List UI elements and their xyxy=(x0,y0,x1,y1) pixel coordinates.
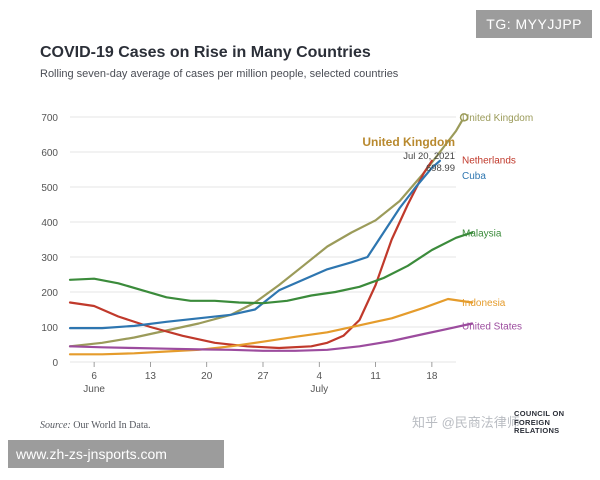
y-tick-label-500: 500 xyxy=(41,183,58,194)
series-line-malaysia xyxy=(68,231,474,305)
series-line-united-states xyxy=(68,322,474,352)
month-label-june: June xyxy=(83,384,105,395)
x-tick-label-18: 18 xyxy=(426,371,438,382)
logo-line-2: FOREIGN xyxy=(514,417,551,427)
x-tick-label-11: 11 xyxy=(370,371,381,382)
chart-card xyxy=(14,34,574,434)
y-tick-label-700: 700 xyxy=(41,113,58,124)
chart-title: COVID-19 Cases on Rise in Many Countries xyxy=(40,44,371,61)
x-tick-label-20: 20 xyxy=(201,371,213,382)
x-tick-label-4: 4 xyxy=(317,371,323,382)
source-label: Source: xyxy=(40,420,71,431)
y-tick-label-600: 600 xyxy=(41,148,58,159)
legend-label-cuba: Cuba xyxy=(462,171,486,182)
legend-label-united-kingdom: United Kingdom xyxy=(462,113,533,124)
annotation-marker xyxy=(459,113,469,122)
annotation-date: Jul 20, 2021 xyxy=(403,151,455,162)
series-line-netherlands xyxy=(68,159,433,350)
legend-label-indonesia: Indonesia xyxy=(462,298,506,309)
legend-label-malaysia: Malaysia xyxy=(462,229,502,240)
tg-watermark: TG: MYYJJPP xyxy=(476,10,592,38)
y-tick-label-200: 200 xyxy=(41,288,58,299)
annotation-label: United Kingdom xyxy=(362,135,455,149)
series-line-indonesia xyxy=(68,297,474,356)
y-tick-label-0: 0 xyxy=(52,358,58,369)
source-text: Our World In Data. xyxy=(73,420,151,431)
y-tick-label-400: 400 xyxy=(41,218,58,229)
month-label-july: July xyxy=(310,384,328,395)
zhihu-watermark: 知乎 @民商法律师 xyxy=(412,415,520,430)
x-tick-label-13: 13 xyxy=(145,371,157,382)
logo-line-3: RELATIONS xyxy=(514,426,560,436)
logo-line-1: COUNCIL ON xyxy=(514,409,565,418)
x-tick-label-6: 6 xyxy=(91,371,97,382)
chart-subtitle: Rolling seven-day average of cases per m… xyxy=(40,68,399,80)
annotation-value: 698.99 xyxy=(426,163,455,174)
legend-label-united-states: United States xyxy=(462,321,522,332)
source-note: Source: Our World In Data. xyxy=(40,420,151,431)
y-tick-label-100: 100 xyxy=(41,323,58,334)
cfr-logo: COUNCIL ON FOREIGN RELATIONS xyxy=(514,409,580,436)
y-tick-label-300: 300 xyxy=(41,253,58,264)
legend-label-netherlands: Netherlands xyxy=(462,156,516,167)
series-line-cuba xyxy=(68,159,441,330)
x-tick-label-27: 27 xyxy=(257,371,269,382)
url-watermark: www.zh-zs-jnsports.com xyxy=(8,440,224,468)
